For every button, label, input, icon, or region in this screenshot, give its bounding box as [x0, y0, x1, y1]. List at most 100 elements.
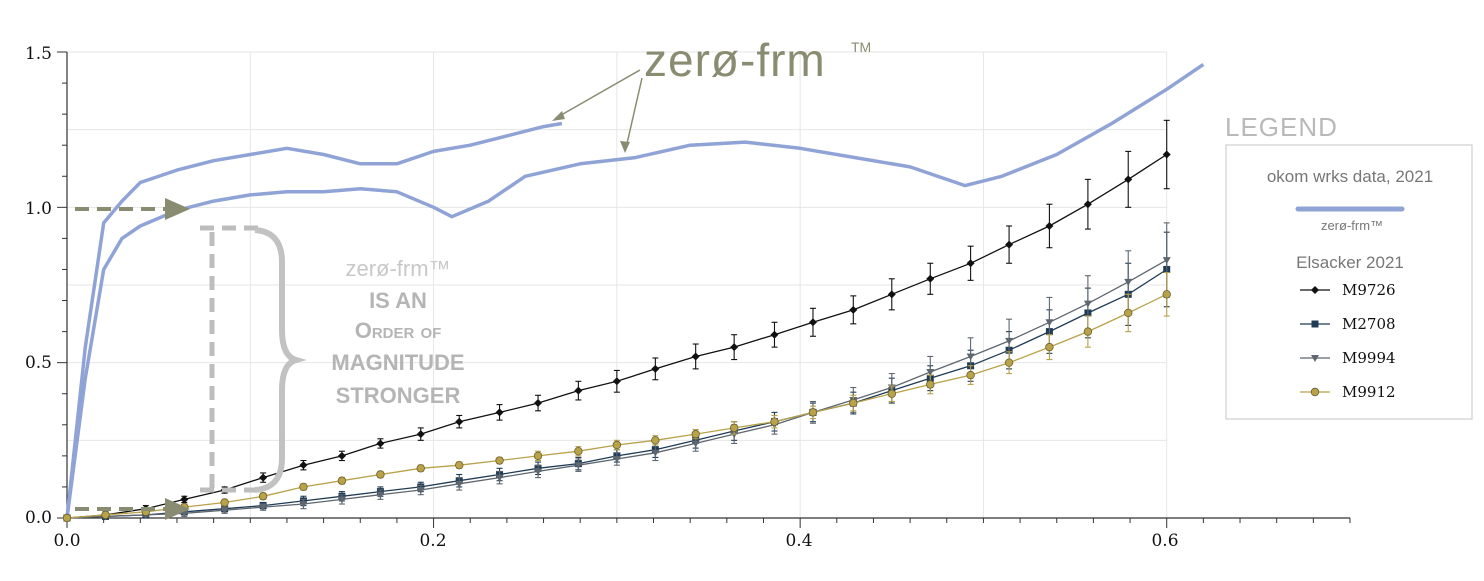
data-point: [691, 440, 700, 448]
data-point: [376, 439, 385, 448]
data-point: [730, 343, 739, 352]
data-point: [299, 482, 308, 492]
pointer-line-2: [625, 77, 643, 149]
data-point: [849, 398, 858, 408]
reference-arrows: [75, 198, 307, 520]
legend-zero-label: zerø-frm™: [1321, 218, 1383, 233]
data-point: [926, 274, 935, 283]
pointer-head-1: [552, 111, 565, 121]
data-point: [1083, 300, 1092, 308]
data-point: [1045, 319, 1054, 327]
data-point: [966, 370, 975, 380]
data-point: [455, 417, 464, 426]
data-point: [612, 455, 621, 463]
legend-series-label: M2708: [1342, 315, 1396, 333]
data-point: [533, 451, 543, 461]
data-point: [220, 507, 229, 515]
claim-brand: zerø-frm™: [345, 256, 450, 281]
data-point: [180, 495, 189, 504]
data-point: [729, 423, 739, 433]
series-M9912: [62, 272, 1171, 523]
series-M9994: [63, 222, 1171, 522]
data-point: [259, 504, 268, 512]
data-point: [495, 456, 504, 465]
data-point: [1005, 337, 1014, 345]
y-tick-label: 0.0: [25, 508, 52, 528]
elsacker-series: [62, 119, 1171, 523]
data-point: [574, 462, 583, 470]
claim-line: MAGNITUDE: [331, 350, 464, 375]
arrow-head-1: [165, 198, 190, 220]
legend-marker: [1311, 355, 1319, 362]
data-point: [574, 447, 583, 456]
curly-brace: [254, 227, 307, 493]
claim-line: STRONGER: [336, 383, 461, 408]
data-point: [376, 491, 385, 499]
data-point: [299, 461, 308, 470]
data-point: [62, 513, 72, 523]
data-point: [299, 501, 308, 509]
data-point: [1162, 290, 1171, 299]
data-point: [1162, 257, 1171, 265]
zero-frm-line: [65, 121, 563, 519]
data-point: [691, 429, 700, 439]
data-point: [651, 449, 660, 457]
legend-series-label: M9994: [1342, 349, 1396, 367]
zero-frm-lines: [65, 62, 1205, 519]
data-point: [926, 368, 935, 376]
data-point: [534, 468, 543, 476]
legend-series-label: M9726: [1342, 281, 1396, 299]
legend: LEGEND okom wrks data, 2021 zerø-frm™ El…: [1225, 112, 1473, 420]
claim-line: IS AN: [369, 288, 427, 313]
legend-series-list: M9726 M2708 M9994 M9912: [1300, 281, 1396, 401]
annotation-tm: TM: [851, 39, 871, 55]
data-point: [808, 408, 818, 417]
data-point: [1083, 200, 1092, 209]
data-point: [337, 496, 346, 504]
data-point: [1045, 342, 1054, 352]
data-point: [455, 460, 464, 470]
zero-frm-annotation: zerø-frm TM: [552, 34, 871, 153]
data-point: [416, 464, 425, 473]
legend-group-label: okom wrks data, 2021: [1267, 167, 1433, 186]
data-point: [1005, 240, 1014, 249]
axis-ticks: [57, 51, 1351, 528]
pointer-line-1: [555, 69, 641, 119]
x-tick-label: 0.0: [53, 531, 80, 551]
series-M9726: [63, 119, 1171, 522]
annotation-title: zerø-frm: [644, 34, 826, 86]
data-point: [259, 473, 268, 482]
x-tick-label: 0.4: [785, 531, 812, 551]
legend-box: [1225, 144, 1473, 420]
data-point: [495, 474, 504, 482]
data-point: [1124, 278, 1133, 286]
data-point: [1124, 308, 1133, 318]
data-point: [220, 498, 229, 507]
legend-marker: [1310, 387, 1320, 397]
data-point: [1162, 150, 1171, 159]
data-point: [770, 417, 779, 426]
zero-frm-line: [65, 62, 1205, 519]
pointer-head-2: [620, 141, 630, 153]
data-point: [574, 386, 583, 395]
data-point: [887, 389, 896, 398]
data-point: [495, 408, 504, 417]
y-tick-label: 0.5: [25, 353, 52, 373]
y-tick-label: 1.5: [25, 44, 52, 64]
data-point: [651, 364, 660, 373]
data-point: [887, 290, 896, 299]
data-point: [258, 492, 268, 501]
data-point: [416, 430, 425, 439]
data-point: [651, 436, 660, 445]
data-point: [612, 440, 622, 450]
claim-text: zerø-frm™ IS AN Order of MAGNITUDE STRON…: [331, 256, 464, 408]
legend-title: LEGEND: [1225, 112, 1338, 142]
data-point: [612, 377, 621, 386]
y-tick-label: 1.0: [25, 199, 52, 219]
data-point: [849, 305, 858, 314]
legend-group-label: Elsacker 2021: [1296, 253, 1404, 272]
data-point: [808, 318, 817, 327]
x-tick-label: 0.2: [419, 531, 446, 551]
data-point: [337, 476, 347, 485]
